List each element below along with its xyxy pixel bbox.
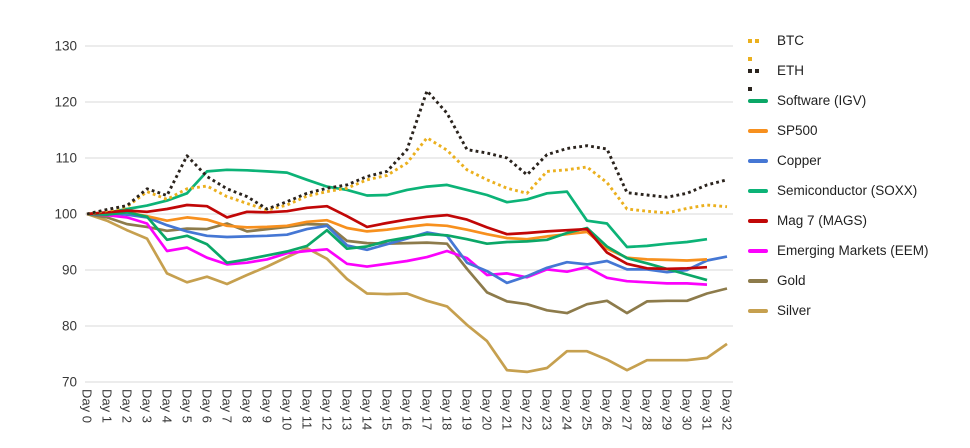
series-line-mag-7-mags (86, 203, 708, 271)
y-tick-label-110: 110 (55, 151, 77, 166)
x-tick-label-29: Day 29 (660, 389, 675, 430)
legend-item-mag-7-mags: Mag 7 (MAGS) (748, 206, 929, 236)
x-tick-label-8: Day 8 (240, 389, 255, 423)
x-tick-label-13: Day 13 (340, 389, 355, 430)
x-tick-label-21: Day 21 (500, 389, 515, 430)
x-tick-label-25: Day 25 (580, 389, 595, 430)
series-line-eth (86, 89, 728, 216)
chart-legend: BTC ETH Software (IGV) SP500 Copper Semicondu… (748, 26, 929, 326)
legend-item-sp500: SP500 (748, 116, 929, 146)
x-tick-label-3: Day 3 (140, 389, 155, 423)
x-tick-label-9: Day 9 (260, 389, 275, 423)
legend-swatch-eth (748, 69, 768, 91)
legend-swatch-semiconductor-soxx (748, 189, 768, 193)
y-tick-label-100: 100 (54, 207, 77, 222)
legend-swatch-gold (748, 279, 768, 283)
x-tick-label-30: Day 30 (680, 389, 695, 430)
x-tick-label-32: Day 32 (720, 389, 735, 430)
x-tick-label-12: Day 12 (320, 389, 335, 430)
legend-item-software-igv: Software (IGV) (748, 86, 929, 116)
legend-item-btc: BTC (748, 26, 929, 61)
x-tick-label-4: Day 4 (160, 389, 175, 423)
x-tick-label-11: Day 11 (300, 389, 315, 429)
x-tick-label-14: Day 14 (360, 389, 375, 430)
x-tick-label-17: Day 17 (420, 389, 435, 430)
legend-item-eth: ETH (748, 56, 929, 91)
legend-label-semiconductor-soxx: Semiconductor (SOXX) (777, 183, 918, 199)
x-tick-label-26: Day 26 (600, 389, 615, 430)
x-tick-label-15: Day 15 (380, 389, 395, 430)
x-tick-label-27: Day 27 (620, 389, 635, 430)
x-tick-label-10: Day 10 (280, 389, 295, 430)
legend-label-eth: ETH (777, 63, 804, 79)
series-line-emerging-markets-eem (86, 212, 708, 286)
series-line-sp500 (86, 210, 708, 262)
x-tick-label-20: Day 20 (480, 389, 495, 430)
legend-swatch-mag-7-mags (748, 219, 768, 223)
series-line-silver (86, 212, 728, 374)
series-line-gold (86, 212, 728, 315)
x-tick-label-28: Day 28 (640, 389, 655, 430)
legend-swatch-copper (748, 159, 768, 163)
x-tick-label-1: Day 1 (100, 389, 115, 423)
legend-item-silver: Silver (748, 296, 929, 326)
x-tick-label-22: Day 22 (520, 389, 535, 430)
x-tick-label-18: Day 18 (440, 389, 455, 430)
legend-swatch-software-igv (748, 99, 768, 103)
y-tick-label-90: 90 (62, 263, 77, 278)
legend-swatch-btc (748, 39, 768, 61)
legend-item-emerging-markets-eem: Emerging Markets (EEM) (748, 236, 929, 266)
legend-swatch-emerging-markets-eem (748, 249, 768, 253)
legend-label-btc: BTC (777, 33, 804, 49)
legend-label-mag-7-mags: Mag 7 (MAGS) (777, 213, 868, 229)
x-tick-label-0: Day 0 (80, 389, 95, 423)
x-tick-label-16: Day 16 (400, 389, 415, 430)
legend-label-gold: Gold (777, 273, 806, 289)
series-line-software-igv (86, 210, 708, 282)
x-tick-label-5: Day 5 (180, 389, 195, 423)
x-tick-label-6: Day 6 (200, 389, 215, 423)
x-tick-label-31: Day 31 (700, 389, 715, 430)
x-tick-label-23: Day 23 (540, 389, 555, 430)
x-tick-label-7: Day 7 (220, 389, 235, 423)
legend-item-semiconductor-soxx: Semiconductor (SOXX) (748, 176, 929, 206)
series-line-btc (86, 136, 728, 216)
x-tick-label-24: Day 24 (560, 389, 575, 430)
legend-label-software-igv: Software (IGV) (777, 93, 867, 109)
legend-label-emerging-markets-eem: Emerging Markets (EEM) (777, 243, 929, 259)
legend-swatch-sp500 (748, 129, 768, 133)
legend-label-sp500: SP500 (777, 123, 818, 139)
y-tick-label-130: 130 (54, 39, 77, 54)
x-tick-label-2: Day 2 (120, 389, 135, 423)
x-tick-label-19: Day 19 (460, 389, 475, 430)
y-tick-label-80: 80 (62, 319, 77, 334)
legend-label-silver: Silver (777, 303, 811, 319)
series-line-semiconductor-soxx (86, 168, 708, 249)
legend-item-copper: Copper (748, 146, 929, 176)
legend-item-gold: Gold (748, 266, 929, 296)
legend-label-copper: Copper (777, 153, 822, 169)
legend-swatch-silver (748, 309, 768, 313)
y-tick-label-70: 70 (62, 375, 77, 390)
y-tick-label-120: 120 (54, 95, 77, 110)
